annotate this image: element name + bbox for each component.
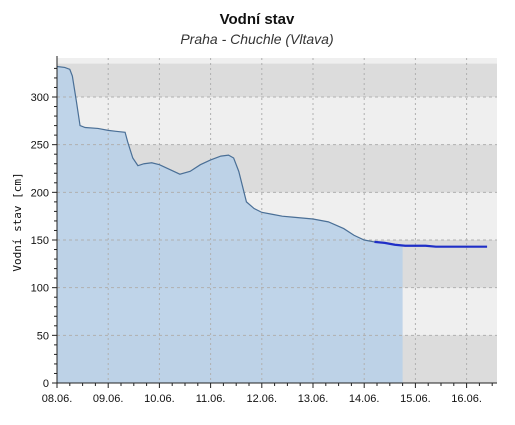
x-tick-label: 09.06. (93, 393, 124, 405)
x-tick-label: 08.06. (42, 393, 73, 405)
forecast-line (374, 240, 488, 248)
x-tick-label: 11.06. (196, 393, 226, 405)
y-tick-label: 200 (31, 187, 49, 199)
observed-line (56, 65, 375, 243)
y-tick-label: 250 (31, 140, 49, 152)
plot-area: 0 50 100 150 200 250 300 08.06. 09.06. 10.06. 11.0… (31, 56, 497, 405)
x-tick-label: 14.06. (349, 393, 380, 405)
y-axis-label: Vodní stav [cm] (11, 172, 24, 271)
x-tick-label: 10.06. (144, 393, 175, 405)
y-tick-label: 0 (43, 378, 49, 390)
chart-subtitle: Praha - Chuchle (Vltava) (180, 31, 333, 47)
y-tick-label: 50 (37, 330, 49, 342)
x-tick-label: 12.06. (247, 393, 278, 405)
x-tick-label: 16.06. (451, 393, 482, 405)
chart-title: Vodní stav (220, 11, 295, 28)
y-tick-label: 300 (31, 92, 49, 104)
x-tick-label: 15.06. (400, 393, 431, 405)
y-tick-label: 150 (31, 235, 49, 247)
x-tick-label: 13.06. (298, 393, 329, 405)
y-tick-label: 100 (31, 283, 49, 295)
observed-area (57, 66, 403, 383)
grid-band (57, 63, 497, 97)
